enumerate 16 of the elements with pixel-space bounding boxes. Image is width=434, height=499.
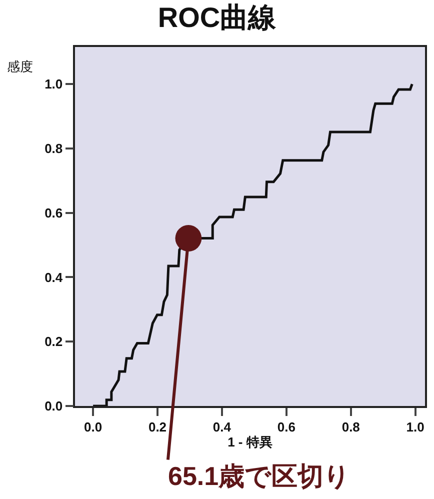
x-tick-label: 1.0 — [406, 419, 424, 434]
x-tick-label: 0.6 — [277, 419, 296, 434]
y-tick-label: 0.0 — [44, 398, 63, 414]
y-axis-title: 感度 — [7, 59, 33, 74]
y-tick-label: 0.2 — [44, 334, 63, 350]
y-tick-label: 1.0 — [44, 76, 63, 92]
annotation: 65.1歳で区切り — [168, 461, 351, 491]
x-axis-title: 1 - 特異 — [228, 434, 272, 450]
x-tick-label: 0.4 — [212, 419, 232, 434]
chart-title: ROC曲線 — [158, 2, 278, 34]
x-tick-label: 0.0 — [84, 419, 102, 434]
y-tick-label: 0.6 — [44, 205, 63, 220]
x-tick-label: 0.8 — [342, 419, 360, 434]
y-tick-label: 0.4 — [44, 270, 64, 285]
y-tick-label: 0.8 — [44, 140, 63, 156]
x-tick-label: 0.2 — [148, 419, 167, 434]
